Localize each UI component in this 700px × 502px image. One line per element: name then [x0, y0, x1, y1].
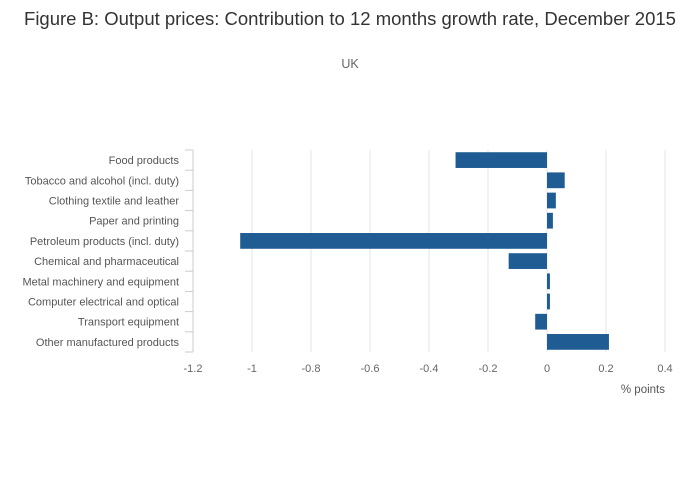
category-label: Transport equipment — [78, 317, 179, 329]
x-tick-label: -0.6 — [361, 363, 380, 375]
gridlines — [251, 150, 666, 352]
bar — [508, 253, 547, 269]
x-tick-label: -1 — [247, 363, 257, 375]
x-axis: -1.2 -1 -0.8 -0.6 -0.4 -0.2 0 0.2 0.4 — [184, 363, 673, 375]
category-label: Petroleum products (incl. duty) — [30, 236, 179, 248]
category-label: Tobacco and alcohol (incl. duty) — [25, 175, 179, 187]
category-label: Clothing textile and leather — [49, 196, 180, 208]
x-tick-label: -0.8 — [302, 363, 321, 375]
x-axis-title: % points — [621, 384, 665, 396]
bar — [535, 313, 547, 330]
x-tick-label: 0.4 — [657, 363, 672, 375]
chart-subtitle: UK — [341, 57, 359, 71]
x-tick-label: 0.2 — [598, 363, 613, 375]
x-tick-label: -0.4 — [420, 363, 439, 375]
x-tick-label: 0 — [544, 363, 550, 375]
category-axis: Food products Tobacco and alcohol (incl. … — [22, 149, 194, 353]
category-label: Other manufactured products — [36, 337, 180, 349]
bar — [547, 273, 550, 290]
bar — [547, 192, 556, 209]
bar — [547, 334, 609, 350]
category-label: Food products — [109, 155, 180, 167]
category-label: Metal machinery and equipment — [22, 276, 179, 288]
chart-title: Figure B: Output prices: Contribution to… — [24, 8, 676, 29]
bar — [547, 172, 565, 189]
category-label: Chemical and pharmaceutical — [34, 256, 179, 268]
category-label: Paper and printing — [89, 216, 179, 228]
bar — [455, 152, 547, 168]
bar — [547, 212, 553, 229]
category-label: Computer electrical and optical — [28, 297, 179, 309]
bar — [240, 233, 547, 249]
x-tick-label: -1.2 — [184, 363, 203, 375]
bars — [240, 152, 609, 350]
x-tick-label: -0.2 — [479, 363, 498, 375]
bar — [547, 293, 550, 310]
